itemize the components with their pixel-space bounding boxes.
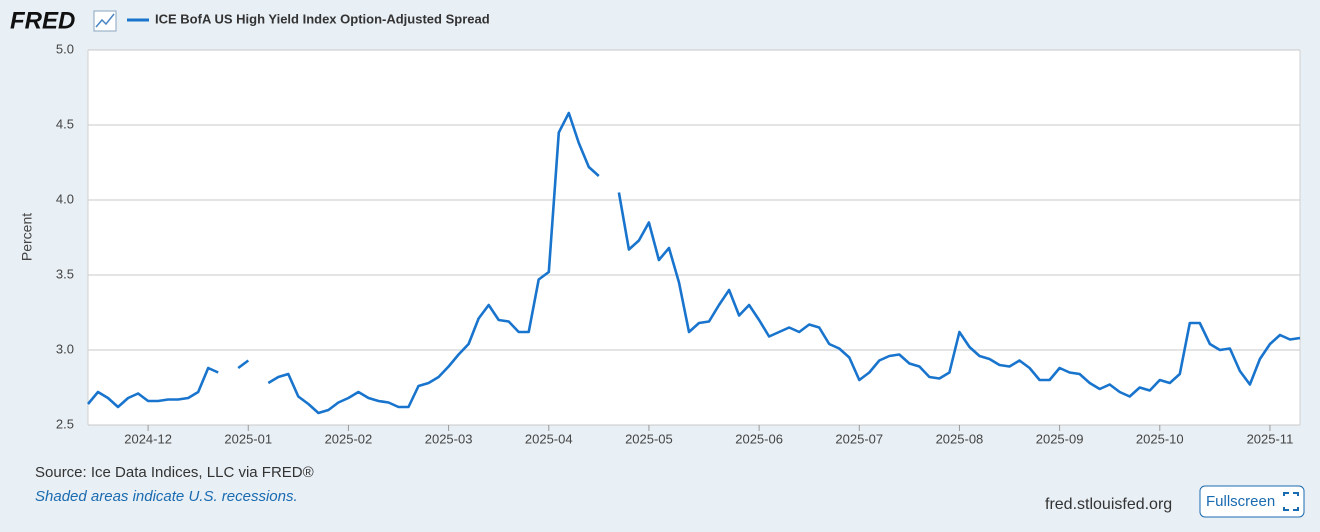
x-tick-label: 2025-09 <box>1036 431 1084 446</box>
y-axis-label: Percent <box>19 213 35 261</box>
x-tick-label: 2025-08 <box>936 431 984 446</box>
x-tick-label: 2025-10 <box>1136 431 1184 446</box>
x-tick-label: 2024-12 <box>124 431 172 446</box>
site-link[interactable]: fred.stlouisfed.org <box>1045 496 1172 513</box>
y-tick-label: 5.0 <box>56 41 74 56</box>
x-tick-label: 2025-02 <box>325 431 373 446</box>
source: Source: Ice Data Indices, LLC via FRED® <box>35 464 314 481</box>
x-tick-label: 2025-05 <box>625 431 673 446</box>
fullscreen-label[interactable]: Fullscreen <box>1206 493 1275 510</box>
x-tick-label: 2025-04 <box>525 431 573 446</box>
y-tick-label: 2.5 <box>56 416 74 431</box>
x-tick-label: 2025-07 <box>835 431 883 446</box>
x-tick-label: 2025-11 <box>1247 431 1294 446</box>
fullscreen-button[interactable]: Fullscreen <box>1199 485 1305 518</box>
y-tick-label: 3.0 <box>56 341 74 356</box>
plot-area <box>88 50 1300 425</box>
logo-icon <box>93 10 117 32</box>
x-tick-label: 2025-06 <box>735 431 783 446</box>
legend-label: ICE BofA US High Yield Index Option-Adju… <box>155 11 490 26</box>
note: Shaded areas indicate U.S. recessions. <box>35 488 298 505</box>
data-line <box>87 111 1301 415</box>
logo: FRED <box>10 7 75 34</box>
y-tick-label: 4.0 <box>56 191 74 206</box>
y-tick-label: 4.5 <box>56 116 74 131</box>
y-tick-label: 3.5 <box>56 266 74 281</box>
x-tick-label: 2025-01 <box>224 431 272 446</box>
x-tick-label: 2025-03 <box>425 431 473 446</box>
